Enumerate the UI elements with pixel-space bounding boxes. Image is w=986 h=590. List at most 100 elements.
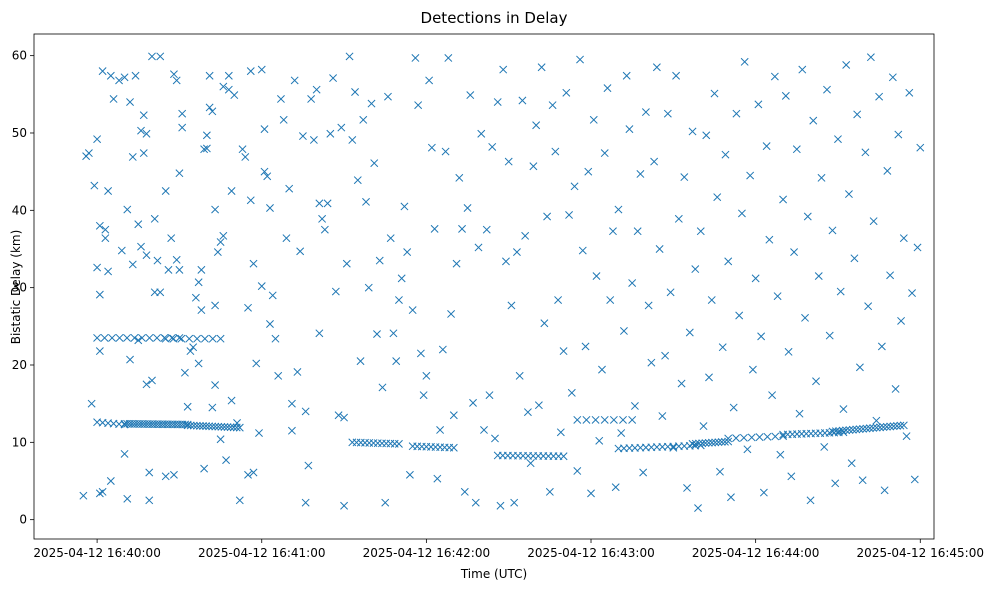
detection-point [293, 368, 302, 376]
detection-point [279, 115, 288, 124]
detection-point [106, 477, 115, 485]
detection-point [145, 496, 154, 505]
detection-point [348, 135, 357, 144]
detection-point [137, 126, 145, 135]
detection-track-point [226, 423, 235, 432]
detection-point [834, 135, 842, 144]
detection-point [770, 72, 779, 81]
detection-point [773, 292, 782, 301]
detection-point [246, 196, 255, 205]
detection-track-point [208, 422, 217, 431]
detection-point [823, 85, 831, 94]
detection-point [345, 52, 354, 61]
y-tick-label: 40 [12, 203, 27, 217]
detection-point [156, 52, 165, 61]
detection-point [790, 248, 799, 257]
detection-track-point [872, 423, 881, 432]
detection-point [235, 496, 244, 505]
detection-point [721, 150, 730, 159]
detection-track-point [862, 424, 871, 433]
detection-point [304, 461, 313, 470]
detection-point [685, 328, 694, 337]
detection-point [318, 214, 327, 223]
detection-point [208, 403, 217, 412]
detection-point [570, 182, 579, 191]
detection-point [625, 125, 634, 134]
detection-point [784, 347, 793, 356]
detection-point [227, 187, 236, 195]
detection-point [115, 76, 124, 85]
detection-point [98, 67, 107, 76]
detection-track-point [704, 438, 713, 447]
detection-point [526, 459, 535, 468]
detection-point [482, 225, 491, 234]
detection-point [362, 197, 370, 206]
detection-point [611, 483, 620, 492]
detection-point [296, 247, 305, 256]
detection-point [567, 388, 576, 397]
detection-track-point [186, 421, 195, 430]
detection-point [707, 296, 716, 304]
detection-point [244, 470, 252, 479]
detection-track-point [724, 437, 733, 446]
detection-point [831, 479, 840, 488]
y-tick-label: 10 [12, 435, 27, 449]
detection-track-point [609, 415, 618, 424]
detection-point [427, 143, 436, 152]
detection-point [444, 54, 453, 62]
detection-point [806, 496, 815, 505]
detection-point [104, 187, 113, 195]
detection-point [556, 428, 565, 437]
detection-point [93, 263, 102, 272]
detection-point [145, 468, 154, 477]
detection-track-point [838, 426, 847, 435]
detection-point [691, 265, 700, 274]
detection-track-point [899, 421, 908, 430]
detection-point [370, 159, 379, 168]
detection-point [518, 96, 527, 105]
detection-track-point [600, 415, 609, 424]
detection-point [384, 92, 392, 101]
detection-point [186, 347, 195, 356]
detection-point [126, 98, 134, 107]
detection-point [650, 157, 659, 166]
detection-point [910, 475, 919, 484]
detection-track-point [115, 333, 124, 342]
detection-point [737, 209, 746, 218]
detection-point [724, 257, 733, 266]
detection-point [600, 149, 609, 158]
detection-point [334, 411, 343, 420]
detection-point [735, 311, 744, 320]
detection-point [216, 435, 225, 444]
detection-point [95, 347, 104, 356]
detection-point [801, 313, 809, 322]
detection-point [148, 376, 156, 385]
plot-frame [33, 33, 935, 540]
detection-point [680, 173, 689, 182]
detection-point [523, 408, 532, 417]
detection-point [139, 111, 148, 120]
detection-track-point [732, 434, 741, 443]
detection-point [98, 487, 107, 496]
detection-track-point [394, 439, 403, 448]
detection-track-point [619, 415, 627, 424]
detection-point [776, 450, 785, 459]
detection-track-point [193, 334, 202, 343]
detection-point [131, 71, 140, 80]
detection-point [658, 412, 667, 420]
detection-track-point [108, 333, 117, 342]
detection-point [491, 434, 499, 443]
detection-point [510, 498, 519, 507]
marker-layer [79, 52, 925, 513]
detection-point [820, 443, 829, 451]
detection-track-point [211, 422, 220, 431]
detection-point [117, 246, 126, 255]
detection-point [485, 391, 494, 400]
detection-point [104, 267, 113, 276]
detection-point [282, 234, 291, 243]
detection-point [271, 334, 280, 343]
detection-track-point [628, 415, 637, 424]
detection-point [312, 85, 321, 94]
detection-point [257, 282, 266, 291]
detection-point [507, 301, 516, 310]
